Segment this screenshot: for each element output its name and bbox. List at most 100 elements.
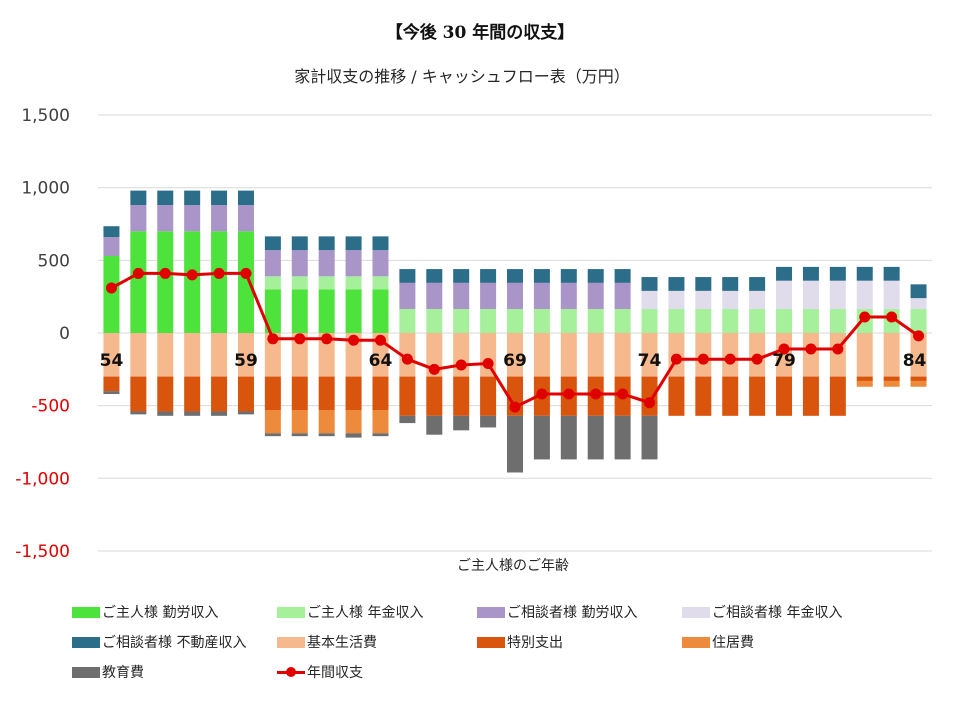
line-point — [886, 311, 898, 323]
bar-segment — [237, 231, 254, 333]
legend-item: ご主人様 年金収入 — [277, 602, 423, 622]
bar-segment — [560, 333, 577, 377]
bar-segment — [695, 309, 712, 333]
bar-segment — [264, 433, 281, 437]
line-point — [913, 330, 925, 342]
bar-segment — [372, 410, 389, 434]
bar-segment — [587, 309, 604, 333]
y-tick-label: 0 — [59, 324, 70, 344]
bar-segment — [533, 282, 550, 310]
legend-label: 特別支出 — [507, 635, 563, 651]
bar-segment — [372, 250, 389, 277]
bar-segment — [345, 250, 362, 277]
bar-segment — [802, 266, 819, 281]
line-point — [724, 353, 736, 365]
age-label: 59 — [234, 351, 258, 371]
bar-segment — [318, 289, 335, 333]
bar-segment — [749, 309, 766, 333]
bar-segment — [776, 376, 793, 416]
bar-segment — [103, 255, 120, 333]
bar-segment — [130, 205, 147, 232]
line-point — [132, 267, 144, 279]
legend-swatch — [277, 636, 305, 648]
y-tick-label: -1,500 — [15, 542, 70, 562]
bar-segment — [103, 226, 120, 238]
bar-segment — [856, 266, 873, 281]
bar-segment — [211, 231, 228, 333]
line-point — [590, 388, 602, 400]
bar-segment — [641, 415, 658, 460]
bar-segment — [480, 376, 497, 416]
bar-segment — [291, 276, 308, 290]
bar-segment — [641, 333, 658, 377]
legend-swatch — [682, 606, 710, 618]
legend-label: ご主人様 年金収入 — [307, 605, 424, 621]
bar-segment — [291, 250, 308, 277]
bar-segment — [641, 277, 658, 291]
bar-segment — [910, 309, 927, 333]
bar-segment — [507, 415, 523, 473]
line-point — [401, 353, 413, 365]
bar-segment — [426, 309, 443, 333]
bar-segment — [318, 250, 335, 277]
bar-segment — [291, 333, 308, 377]
bar-segment — [318, 410, 335, 434]
legend-item: ご主人様 勤労収入 — [72, 602, 218, 622]
age-label: 79 — [772, 351, 796, 371]
bar-segment — [883, 280, 900, 310]
bar-segment — [560, 415, 577, 460]
line-point — [348, 334, 360, 346]
bar-segment — [264, 333, 281, 377]
bar-segment — [372, 289, 389, 333]
bar-segment — [883, 380, 900, 387]
bar-segment — [722, 277, 739, 291]
bar-segment — [184, 411, 201, 416]
age-label: 84 — [903, 351, 927, 371]
bar-segment — [695, 277, 712, 291]
bar-segment — [856, 280, 873, 310]
bar-segment — [345, 376, 362, 411]
line-point — [482, 358, 494, 370]
bar-segment — [318, 433, 335, 437]
line-point — [617, 388, 629, 400]
bar-segment — [507, 269, 523, 283]
bar-segment — [749, 376, 766, 416]
bar-segment — [237, 376, 254, 412]
bar-segment — [641, 309, 658, 333]
bar-segment — [614, 282, 631, 310]
bar-segment — [749, 290, 766, 310]
legend-label: 住居費 — [712, 635, 754, 651]
bar-segment — [829, 376, 846, 416]
bar-segment — [291, 376, 308, 411]
bar-segment — [776, 280, 793, 310]
bar-segment — [184, 231, 201, 333]
bar-segment — [372, 276, 389, 290]
bar-segment — [829, 266, 846, 281]
bar-segment — [480, 282, 497, 310]
bar-segment — [533, 269, 550, 283]
bar-segment — [453, 376, 470, 416]
bar-segment — [910, 380, 927, 387]
bar-segment — [345, 289, 362, 333]
chart-title: 家計収支の推移 / キャッシュフロー表（万円） — [294, 67, 630, 86]
bar-segment — [668, 277, 685, 291]
bar-segment — [103, 376, 120, 392]
bar-segment — [856, 333, 873, 377]
bar-segment — [372, 376, 389, 411]
bar-segment — [426, 415, 443, 435]
bar-segment — [480, 309, 497, 333]
age-labels: 54 59 64 69 74 79 84 — [100, 351, 927, 371]
y-tick-label: -500 — [31, 397, 70, 417]
page-title: 【今後 30 年間の収支】 — [385, 23, 575, 43]
bar-segment — [829, 280, 846, 310]
bar-segment — [211, 376, 228, 412]
bar-segment — [749, 277, 766, 291]
age-label: 69 — [503, 351, 527, 371]
bar-segment — [345, 433, 362, 438]
gridlines — [98, 114, 932, 552]
bar-segment — [184, 190, 201, 206]
x-axis-label: ご主人様のご年齢 — [457, 558, 569, 574]
bar-segment — [453, 309, 470, 333]
bar-segment — [668, 309, 685, 333]
bar-segment — [722, 290, 739, 310]
